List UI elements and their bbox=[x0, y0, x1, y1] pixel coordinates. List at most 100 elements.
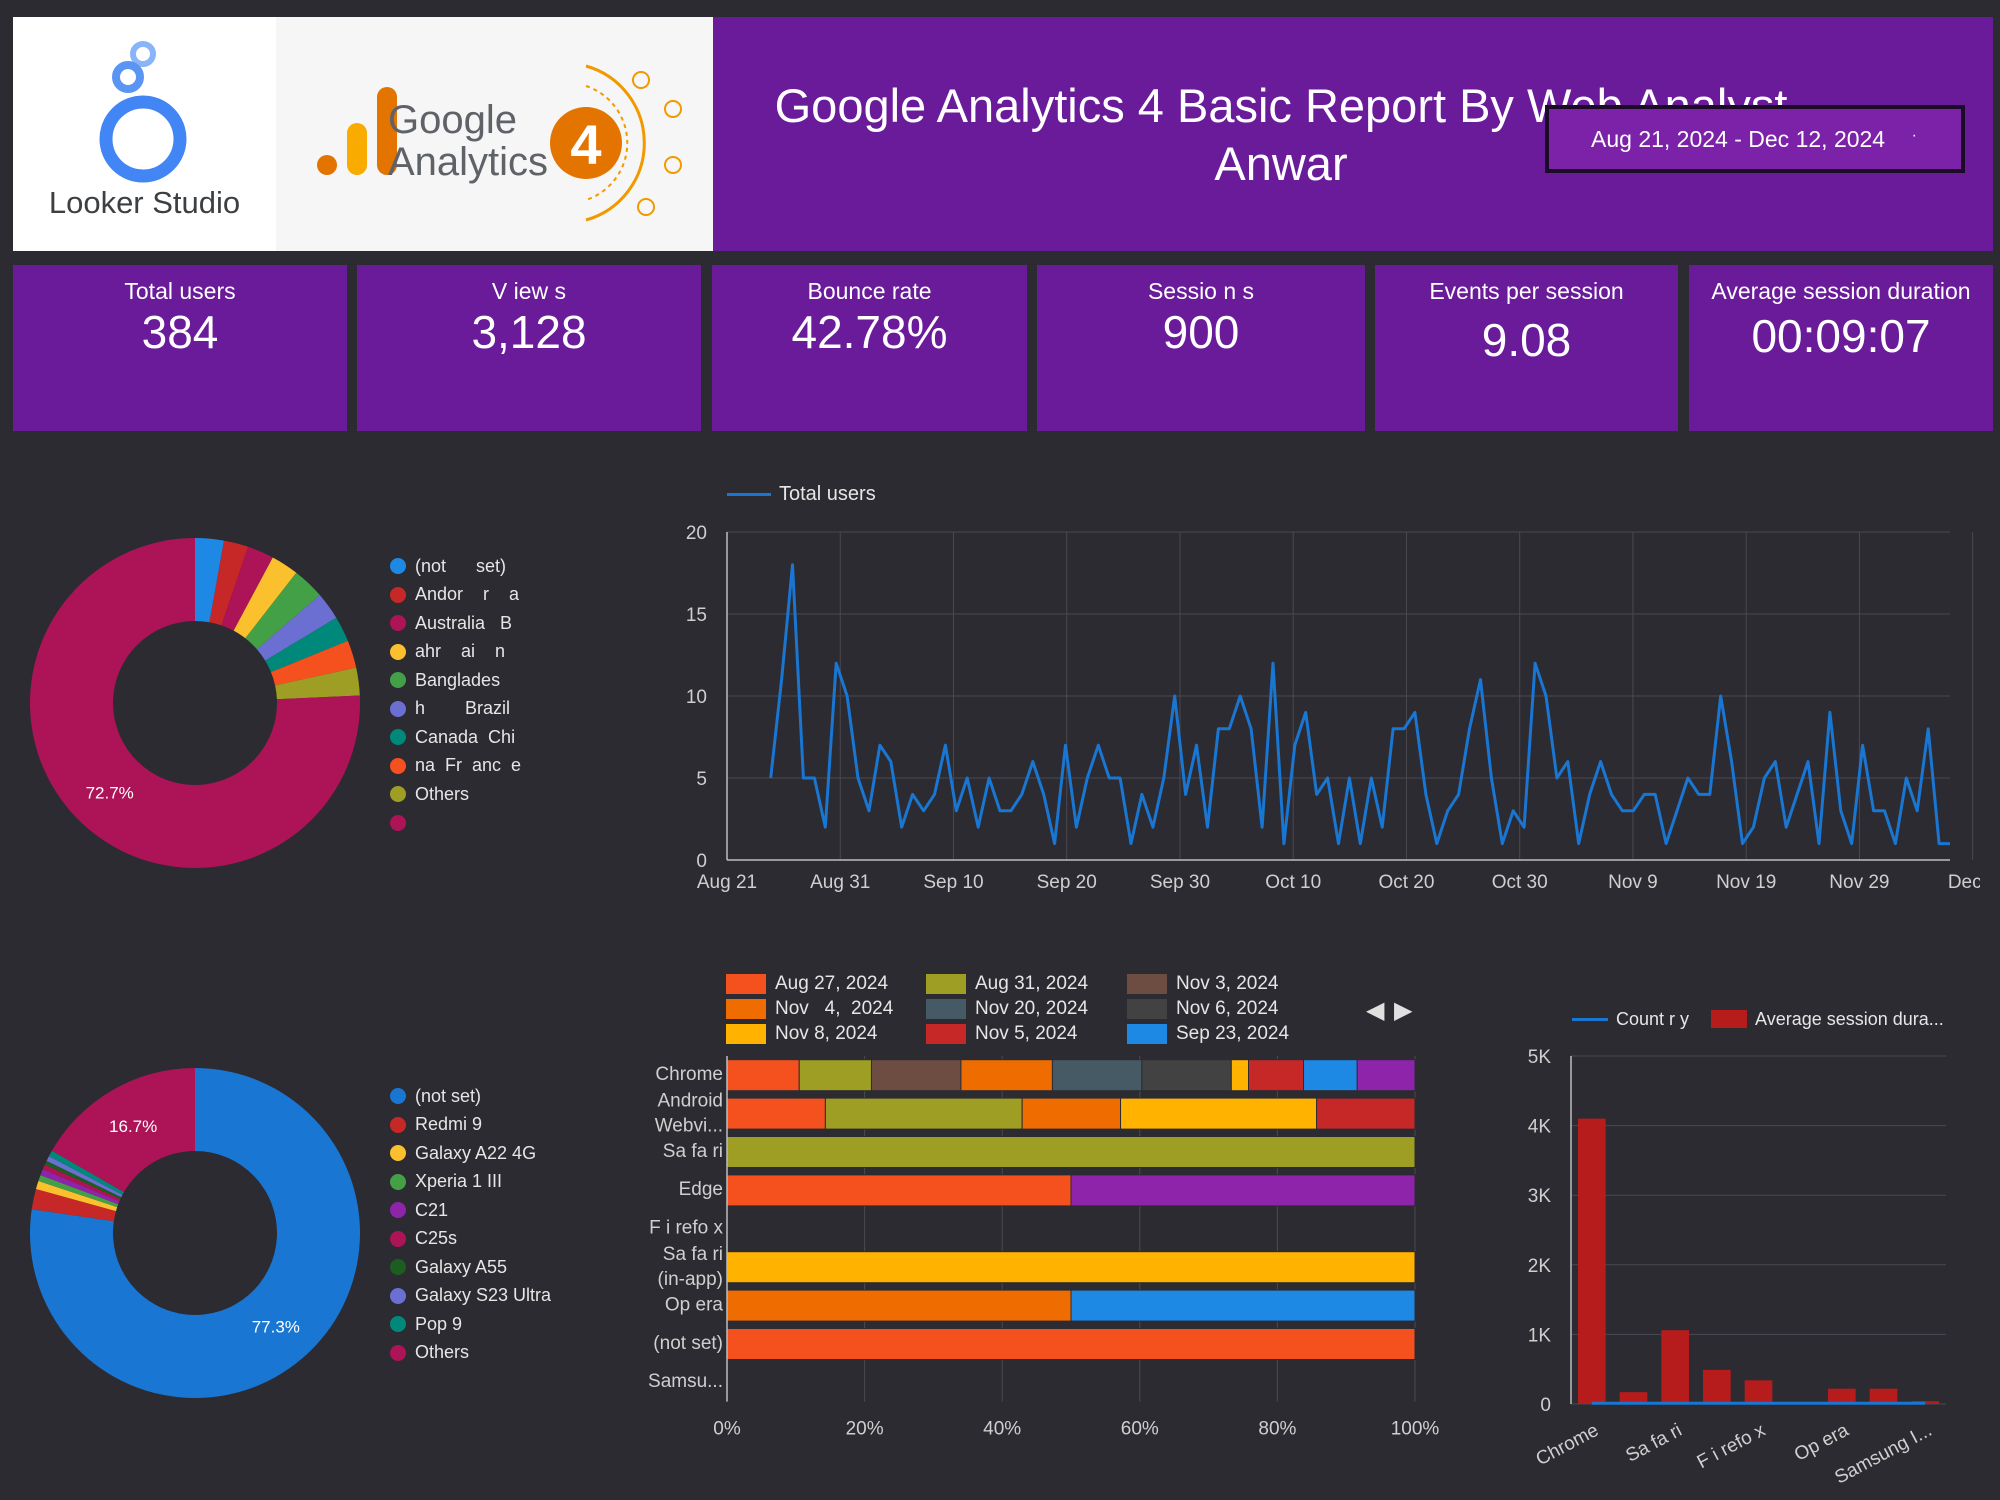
legend-item[interactable]: ahr ai n bbox=[390, 638, 505, 666]
legend-swatch bbox=[390, 1344, 406, 1361]
duration-bar bbox=[1578, 1118, 1606, 1404]
combo-chart-legend: Count r y Average session dura... bbox=[1572, 1006, 1992, 1032]
x-tick-label: Sep 30 bbox=[1150, 872, 1210, 893]
legend-swatch bbox=[390, 700, 406, 717]
combo-legend-country-swatch bbox=[1572, 1017, 1608, 1021]
looker-studio-logo: Looker Studio bbox=[13, 17, 276, 251]
duration-bar bbox=[1703, 1369, 1731, 1404]
y-tick-label: 15 bbox=[686, 605, 707, 626]
country-donut-chart: 72.7% bbox=[29, 538, 360, 868]
legend-swatch bbox=[726, 999, 766, 1019]
category-label: Sa fa ri bbox=[663, 1141, 723, 1162]
line-legend-label: Total users bbox=[779, 482, 876, 505]
legend-item[interactable] bbox=[390, 809, 415, 837]
date-range-picker[interactable]: Aug 21, 2024 - Dec 12, 2024 · bbox=[1545, 105, 1965, 173]
legend-item[interactable]: (not set) bbox=[390, 552, 506, 580]
legend-swatch bbox=[390, 729, 406, 745]
legend-item[interactable]: Aug 27, 2024 bbox=[726, 972, 888, 996]
legend-swatch bbox=[390, 1202, 406, 1218]
donut-slice bbox=[48, 1150, 124, 1195]
x-tick-label: Nov 9 bbox=[1608, 872, 1658, 893]
device-donut-legend: (not set) Redmi 9 Galaxy A22 4G Xperia 1 II… bbox=[390, 1082, 610, 1382]
kpi-sessions: Sessio n s 900 bbox=[1037, 265, 1365, 431]
legend-item[interactable]: Canada Chi bbox=[390, 723, 515, 751]
legend-item[interactable]: Nov 6, 2024 bbox=[1127, 997, 1278, 1021]
donut-slice bbox=[257, 595, 337, 661]
stacked-bar-segment bbox=[726, 1059, 800, 1092]
category-label: F i refo x bbox=[649, 1218, 723, 1239]
legend-label: Nov 3, 2024 bbox=[1176, 973, 1279, 994]
duration-bar bbox=[1661, 1330, 1689, 1404]
legend-label: Galaxy S23 Ultra bbox=[415, 1285, 552, 1305]
legend-item[interactable]: Nov 3, 2024 bbox=[1127, 972, 1278, 996]
legend-item[interactable]: Galaxy A55 bbox=[390, 1253, 507, 1281]
legend-item[interactable]: Nov 20, 2024 bbox=[926, 997, 1088, 1021]
legend-item[interactable]: Others bbox=[390, 780, 469, 808]
legend-item[interactable]: Aug 31, 2024 bbox=[926, 972, 1088, 996]
looker-studio-icon bbox=[99, 41, 187, 183]
legend-label: h Brazil bbox=[415, 698, 511, 718]
legend-item[interactable]: Australia B bbox=[390, 609, 512, 637]
legend-item[interactable]: Nov 4, 2024 bbox=[726, 997, 893, 1021]
stacked-bar-segment bbox=[726, 1251, 1416, 1284]
legend-item[interactable]: Nov 5, 2024 bbox=[926, 1022, 1077, 1046]
legend-item[interactable]: Redmi 9 bbox=[390, 1111, 482, 1139]
legend-prev-icon[interactable]: ◀ bbox=[1366, 997, 1385, 1024]
kpi-label: V iew s bbox=[491, 278, 567, 304]
legend-item[interactable]: Galaxy A22 4G bbox=[390, 1139, 536, 1167]
legend-swatch bbox=[390, 814, 406, 831]
legend-swatch bbox=[1127, 974, 1167, 994]
logo-panel: Looker Studio Google Analytics 4 bbox=[13, 17, 713, 251]
legend-item[interactable]: Others bbox=[390, 1339, 469, 1367]
combo-legend-country: Count r y bbox=[1616, 1008, 1690, 1029]
stacked-bar-segment bbox=[1316, 1097, 1416, 1130]
donut-slice bbox=[270, 640, 357, 686]
stacked-bar-segment bbox=[726, 1289, 1072, 1322]
x-tick-label: Aug 31 bbox=[810, 872, 870, 893]
legend-swatch bbox=[390, 558, 406, 574]
x-tick-label: 80% bbox=[1258, 1419, 1296, 1440]
duration-bar bbox=[1619, 1392, 1648, 1404]
legend-item[interactable]: Banglades bbox=[390, 666, 500, 694]
line-chart-legend: Total users bbox=[727, 481, 887, 507]
legend-next-icon[interactable]: ▶ bbox=[1394, 997, 1413, 1024]
legend-item[interactable]: C21 bbox=[390, 1196, 448, 1224]
legend-item[interactable]: Galaxy S23 Ultra bbox=[390, 1282, 551, 1310]
legend-swatch bbox=[390, 1230, 406, 1247]
legend-swatch bbox=[390, 615, 406, 631]
stacked-bar-segment bbox=[1141, 1059, 1232, 1092]
legend-label: Galaxy A22 4G bbox=[415, 1142, 537, 1163]
y-tick-label: 3K bbox=[1528, 1186, 1552, 1207]
legend-item[interactable]: na Fr anc e bbox=[390, 752, 521, 780]
x-tick-label: Oct 30 bbox=[1492, 872, 1548, 893]
legend-label: na Fr anc e bbox=[415, 755, 522, 775]
legend-item[interactable]: Andor r a bbox=[390, 581, 519, 609]
stacked-bar-segment bbox=[1070, 1174, 1416, 1207]
x-tick-label: 20% bbox=[846, 1419, 884, 1440]
legend-swatch bbox=[390, 786, 406, 802]
legend-item[interactable]: C25s bbox=[390, 1225, 457, 1253]
donut-slice bbox=[42, 1164, 121, 1202]
legend-item[interactable]: Xperia 1 III bbox=[390, 1168, 502, 1196]
stacked-bar-segment bbox=[824, 1097, 1023, 1130]
y-tick-label: 5K bbox=[1528, 1047, 1552, 1068]
kpi-value: 00:09:07 bbox=[1751, 310, 1931, 362]
x-tick-label: Sa fa ri bbox=[1622, 1420, 1685, 1467]
legend-item[interactable]: Pop 9 bbox=[390, 1310, 462, 1338]
stacked-bar-segment bbox=[726, 1328, 1416, 1360]
legend-label: C25s bbox=[415, 1228, 458, 1248]
x-tick-label: Aug 21 bbox=[697, 872, 757, 893]
legend-label: Redmi 9 bbox=[415, 1114, 483, 1134]
legend-item[interactable]: Nov 8, 2024 bbox=[726, 1022, 877, 1046]
category-label: Chrome bbox=[655, 1064, 723, 1085]
y-tick-label: 1K bbox=[1528, 1325, 1552, 1346]
y-tick-label: 20 bbox=[686, 523, 707, 544]
legend-label: Andor r a bbox=[415, 584, 520, 604]
legend-item[interactable]: h Brazil bbox=[390, 695, 510, 723]
legend-item[interactable]: Sep 23, 2024 bbox=[1127, 1022, 1289, 1046]
category-label: Samsu... bbox=[648, 1371, 723, 1392]
ga4-badge-icon bbox=[550, 64, 682, 222]
legend-item[interactable]: (not set) bbox=[390, 1082, 481, 1110]
kpi-value: 9.08 bbox=[1481, 314, 1572, 366]
legend-swatch bbox=[926, 1024, 966, 1044]
